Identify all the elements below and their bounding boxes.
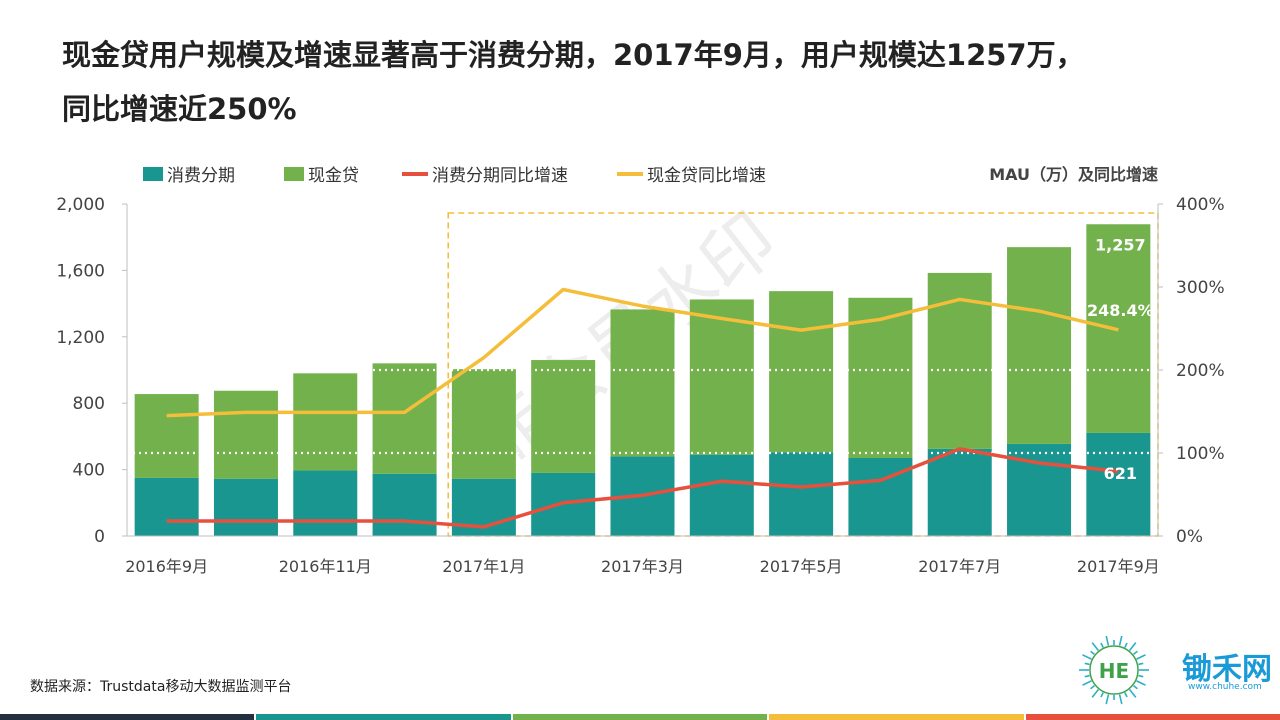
bottom-bar-segment xyxy=(1025,714,1280,720)
y-left-tick-label: 1,200 xyxy=(56,328,105,348)
bars xyxy=(134,212,1159,537)
line-consumer-growth xyxy=(166,447,1119,529)
sun-ray xyxy=(1118,694,1123,705)
legend-label: 消费分期同比增速 xyxy=(432,166,568,186)
sun-ray xyxy=(1133,684,1138,690)
sun-ray xyxy=(1105,694,1110,705)
bottom-color-bar xyxy=(0,714,1280,720)
legend-item: 消费分期同比增速 xyxy=(402,166,568,186)
y-right-tick-label: 200% xyxy=(1176,361,1225,381)
data-label: 248.4% xyxy=(1087,301,1154,320)
x-tick-label: 2017年7月 xyxy=(918,557,1001,576)
sun-ray xyxy=(1090,650,1095,656)
sun-ray xyxy=(1124,692,1128,698)
x-tick-label: 2017年3月 xyxy=(601,557,684,576)
sun-ray xyxy=(1084,674,1090,678)
sun-ray xyxy=(1118,635,1123,646)
y-right-tick-label: 400% xyxy=(1176,195,1225,215)
sun-ray xyxy=(1082,680,1092,686)
x-tick-label: 2017年5月 xyxy=(760,557,843,576)
axes: 0 400 800 1,200 1,600 2,000 0% 100% 200% 300% 400%… xyxy=(56,195,1224,576)
bottom-bar-segment xyxy=(256,714,511,720)
bar-cash-loan xyxy=(531,360,596,473)
sun-ray xyxy=(1136,680,1146,686)
bar-cash-loan xyxy=(769,291,834,453)
bar-cash-loan xyxy=(848,297,913,458)
sun-ray xyxy=(1133,650,1138,656)
source-note: 数据来源：Trustdata移动大数据监测平台 xyxy=(30,679,292,695)
title-line-2: 同比增速近250% xyxy=(62,92,297,126)
legend-label: 消费分期 xyxy=(167,166,235,186)
sun-logo-icon: HE xyxy=(1079,635,1149,705)
bar-consumer-installment xyxy=(213,478,278,536)
data-labels: 1,257 248.4% 621 xyxy=(1087,235,1154,483)
sun-ray xyxy=(1128,689,1137,698)
legend-item: 现金贷 xyxy=(284,166,359,186)
sun-ray xyxy=(1136,654,1146,660)
bottom-bar-segment xyxy=(0,714,255,720)
sun-ray xyxy=(1128,642,1137,651)
y-left-tick-label: 1,600 xyxy=(56,261,105,281)
sun-ray xyxy=(1105,635,1110,646)
chart-title: 现金贷用户规模及增速显著高于消费分期，2017年9月，用户规模达1257万， 同… xyxy=(62,28,1222,136)
logo-url: www.chuhe.com xyxy=(1188,682,1262,692)
legend-item: 消费分期 xyxy=(143,166,235,186)
sun-ray xyxy=(1100,692,1104,698)
line-cash-loan-growth xyxy=(166,287,1119,418)
sun-ray xyxy=(1084,662,1090,666)
legend: 消费分期 现金贷 消费分期同比增速 现金贷同比增速 xyxy=(143,166,766,186)
logo-badge: HE xyxy=(1099,659,1129,683)
bar-consumer-installment xyxy=(689,454,754,536)
x-tick-label: 2017年1月 xyxy=(442,557,525,576)
sun-ray xyxy=(1124,642,1128,648)
sun-ray xyxy=(1090,684,1095,690)
y-left-tick-label: 400 xyxy=(73,461,105,481)
legend-item: 现金贷同比增速 xyxy=(617,166,766,186)
x-tick-label: 2016年11月 xyxy=(279,557,372,576)
bar-consumer-installment xyxy=(769,452,834,536)
x-tick-label: 2017年9月 xyxy=(1077,557,1160,576)
bar-cash-loan xyxy=(372,363,437,474)
bar-cash-loan xyxy=(689,299,754,455)
logo-name: 锄禾网 xyxy=(1182,652,1272,687)
bar-cash-loan xyxy=(610,309,675,457)
bar-consumer-installment xyxy=(134,477,199,536)
sun-ray xyxy=(1082,654,1092,660)
sun-ray xyxy=(1100,642,1104,648)
bottom-bar-segment xyxy=(769,714,1024,720)
sun-ray xyxy=(1138,674,1144,678)
bar-cash-loan xyxy=(293,373,358,471)
axis-title: MAU（万）及同比增速 xyxy=(989,165,1158,184)
bar-cash-loan xyxy=(451,369,516,479)
bar-consumer-installment xyxy=(293,470,358,536)
data-label: 1,257 xyxy=(1095,235,1146,254)
x-tick-label: 2016年9月 xyxy=(125,557,208,576)
legend-label: 现金贷同比增速 xyxy=(647,166,766,186)
data-label: 621 xyxy=(1104,464,1137,483)
chuhe-logo: HE 锄禾网 www.chuhe.com xyxy=(1058,635,1274,706)
y-left-tick-label: 2,000 xyxy=(56,195,105,215)
y-right-tick-label: 100% xyxy=(1176,444,1225,464)
bar-cash-loan xyxy=(1007,247,1072,444)
growth-lines xyxy=(166,287,1119,529)
legend-swatch xyxy=(143,167,163,181)
legend-label: 现金贷 xyxy=(308,166,359,186)
bar-consumer-installment xyxy=(1086,432,1151,536)
bottom-bar-segment xyxy=(512,714,768,720)
y-left-tick-label: 0 xyxy=(94,527,105,547)
legend-swatch xyxy=(284,167,304,181)
title-line-1: 现金贷用户规模及增速显著高于消费分期，2017年9月，用户规模达1257万， xyxy=(62,38,1085,72)
bar-consumer-installment xyxy=(927,448,992,536)
y-right-tick-label: 300% xyxy=(1176,278,1225,298)
sun-ray xyxy=(1138,662,1144,666)
y-right-tick-label: 0% xyxy=(1176,527,1203,547)
y-left-tick-label: 800 xyxy=(73,394,105,414)
sun-ray xyxy=(1091,689,1100,698)
sun-ray xyxy=(1091,642,1100,651)
bar-consumer-installment xyxy=(372,473,437,536)
bar-cash-loan xyxy=(213,390,278,479)
bar-cash-loan xyxy=(134,394,199,478)
